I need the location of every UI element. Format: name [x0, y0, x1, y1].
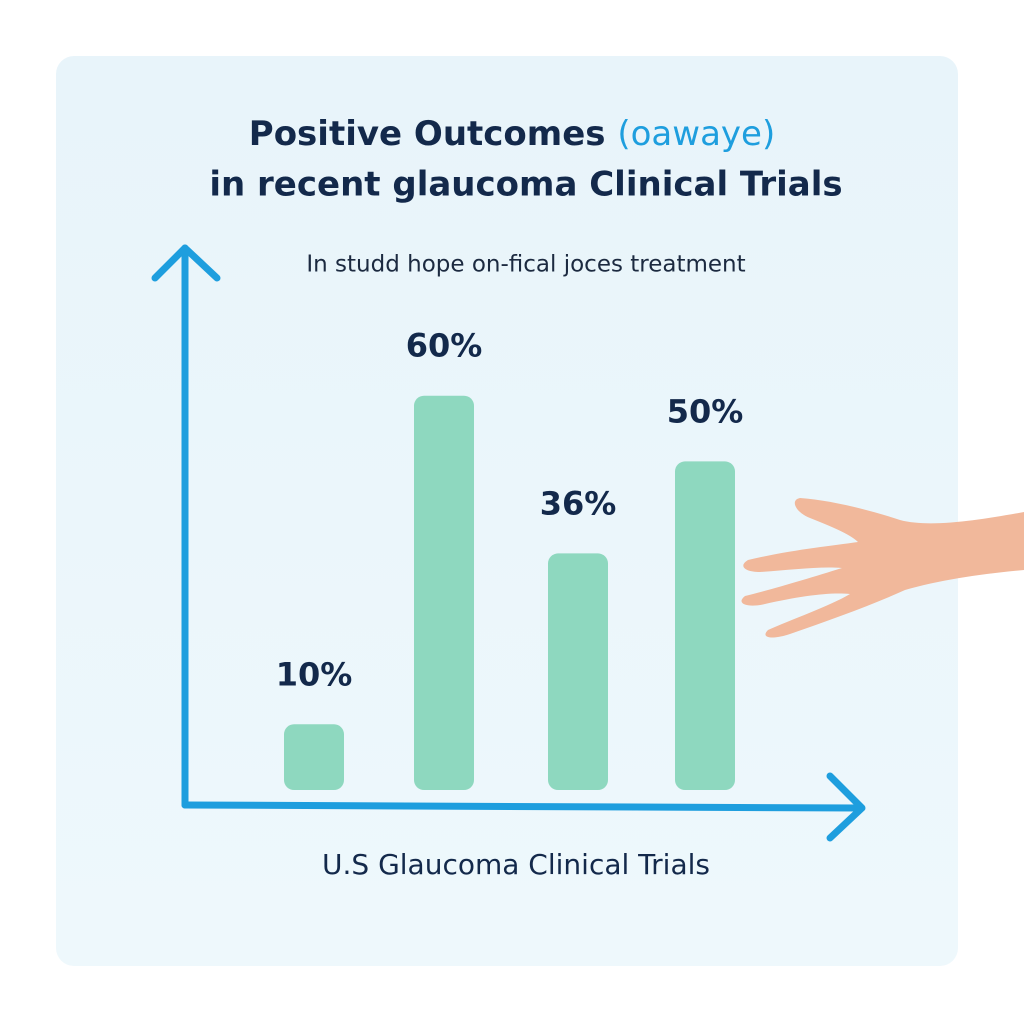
bar	[675, 461, 735, 790]
hand-shape	[741, 498, 1024, 638]
bar	[284, 724, 344, 790]
subtitle: In studd hope on-fical joces treatment	[306, 252, 745, 278]
bar	[414, 395, 474, 790]
y-axis-arrow	[151, 244, 221, 282]
value-label: 60%	[406, 327, 483, 365]
title-highlight: (oawaye)	[617, 114, 775, 154]
title-main: Positive Outcomes	[249, 114, 606, 154]
value-label: 36%	[540, 484, 617, 522]
chart-title: Positive Outcomes (oawaye)	[249, 114, 775, 154]
axes	[151, 244, 866, 842]
chart-title-line2: in recent glaucoma Clinical Trials	[209, 165, 842, 205]
x-axis-label: U.S Glaucoma Clinical Trials	[322, 848, 710, 881]
x-axis	[181, 801, 862, 812]
value-label: 50%	[667, 392, 744, 430]
x-axis-arrow	[826, 772, 866, 842]
value-label: 10%	[276, 655, 353, 693]
bar	[548, 553, 608, 790]
hand	[741, 498, 1024, 638]
